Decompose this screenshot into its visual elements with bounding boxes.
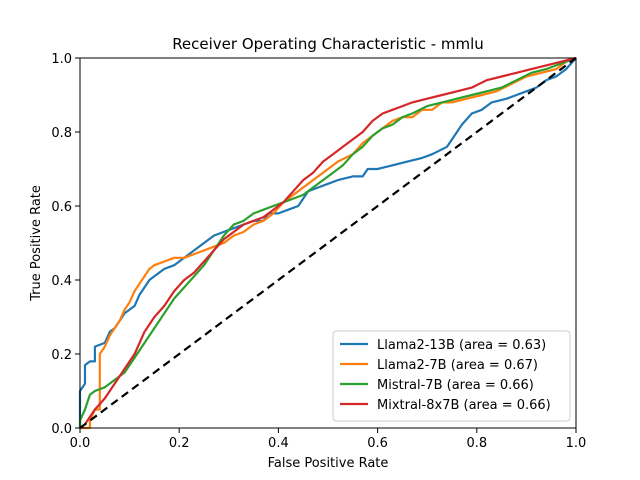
plot-frame (79, 57, 577, 429)
x-tick-label: 0.0 (70, 436, 91, 451)
series-layer (78, 56, 577, 430)
legend-label: Llama2-7B (area = 0.67) (377, 358, 538, 373)
legend: Llama2-13B (area = 0.63) Llama2-7B (area … (332, 330, 571, 422)
y-tick-label: 0.0 (51, 422, 72, 437)
x-axis: 0.0 0.2 0.4 0.6 0.8 1.0 (70, 428, 587, 451)
y-tick-label: 0.4 (51, 274, 72, 289)
legend-label: Mixtral-8x7B (area = 0.66) (377, 398, 551, 413)
y-tick-label: 1.0 (51, 52, 72, 67)
y-axis-label: True Positive Rate (29, 185, 44, 302)
legend-label: Mistral-7B (area = 0.66) (377, 378, 534, 393)
y-tick-label: 0.8 (51, 126, 72, 141)
series-line-4 (79, 56, 577, 429)
series-line-3 (78, 56, 577, 428)
legend-label: Llama2-13B (area = 0.63) (377, 338, 546, 353)
x-tick-label: 0.6 (367, 436, 388, 451)
x-tick-label: 0.8 (466, 436, 487, 451)
legend-box (332, 330, 571, 422)
y-tick-label: 0.6 (51, 200, 72, 215)
y-tick-label: 0.2 (51, 348, 72, 363)
y-axis: 0.0 0.2 0.4 0.6 0.8 1.0 (51, 52, 80, 437)
x-tick-label: 0.2 (169, 436, 190, 451)
x-axis-label: False Positive Rate (268, 456, 389, 471)
series-line-2 (80, 56, 577, 430)
chart-title: Receiver Operating Characteristic - mmlu (172, 35, 484, 53)
x-tick-label: 1.0 (566, 436, 587, 451)
x-tick-label: 0.4 (268, 436, 289, 451)
